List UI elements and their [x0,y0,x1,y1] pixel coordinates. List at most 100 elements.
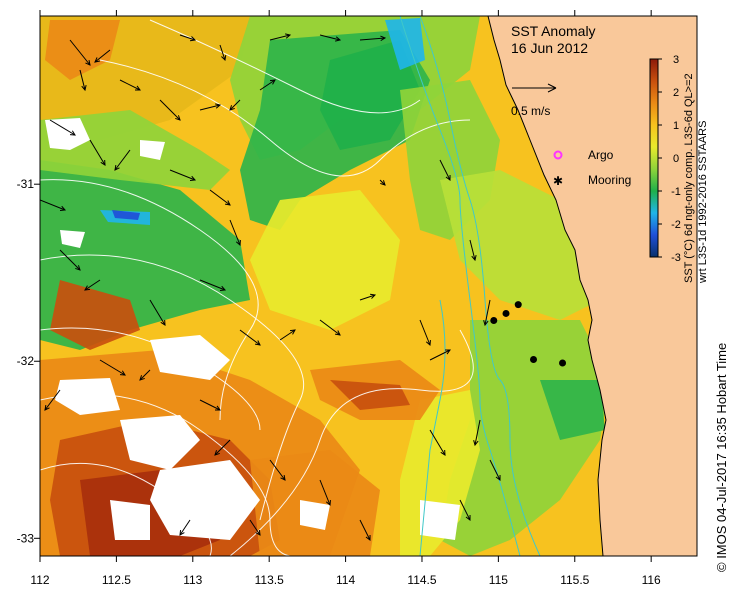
current-vector [199,103,222,111]
sst-contour-line [229,329,474,556]
colorbar-label-line2: wrt L3S-1d 1992-2016 SSTAARS [697,121,709,284]
current-vector [119,79,141,91]
y-axis-ticks: -31 -32 -33 [17,177,40,545]
current-vector [249,519,261,536]
argo-symbol [553,150,563,160]
no-data-gap [55,378,120,415]
no-data-gap [140,140,165,160]
current-vector [89,139,106,166]
mooring-label: Mooring [588,173,631,187]
velocity-scale-label: 0.5 m/s [511,104,550,118]
mooring-marker [514,301,522,309]
sst-region [250,190,400,330]
current-vector [459,499,471,521]
colorbar-tick-label: 1 [673,120,679,132]
sst-region [385,18,425,70]
current-vector [239,329,261,346]
no-data-gap [300,500,330,530]
cloud-gaps [45,118,460,540]
colorbar-gradient [649,58,659,258]
current-vector [359,35,387,42]
current-vector [169,169,197,181]
argo-label: Argo [588,148,614,162]
x-tick-label: 115 [489,573,508,587]
current-vector [429,349,451,361]
sst-contour-line [40,254,305,521]
mooring-markers [490,301,567,367]
isobath-line [419,16,541,556]
colorbar-tick-label: -3 [671,252,681,264]
marker-legend: Argo ✱ Mooring [553,148,631,188]
x-tick-label: 112.5 [102,573,131,587]
current-vector [429,429,446,456]
x-axis-ticks: 112 112.5 113 113.5 114 114.5 115 115.5 116 [30,10,661,587]
current-vector [259,79,276,91]
current-vector [214,439,231,456]
x-tick-label: 112 [30,573,49,587]
current-vector [59,249,81,271]
x-tick-label: 113 [183,573,202,587]
mooring-symbol: ✱ [553,174,563,188]
x-tick-label: 115.5 [560,573,589,587]
isobath-lines [399,16,541,556]
y-tick-label: -31 [17,177,35,191]
no-data-gap [150,460,260,540]
colorbar-tick-label: -1 [671,186,681,198]
sst-anomaly-field [40,16,697,556]
current-vector [279,329,296,341]
current-vector [229,99,241,111]
sst-region [45,20,120,80]
current-vector [199,279,227,291]
current-vector [489,459,501,481]
current-vector [319,319,341,336]
sst-region [440,320,610,556]
x-tick-label: 114.5 [407,573,436,587]
y-tick-label: -33 [17,531,35,545]
sst-contour-line [40,179,259,421]
current-vector [439,159,451,181]
current-vector [229,219,241,247]
current-vector [199,399,221,411]
mooring-marker [502,309,510,317]
colorbar: 3 2 1 0 -1 -2 -3 SST (°C) 6d ngt-only comp. L3… [649,54,709,284]
current-vector [94,49,111,63]
current-vectors [40,33,501,541]
sst-contour-line [40,327,261,431]
current-vector [469,239,477,262]
current-vector [269,33,292,41]
x-tick-label: 116 [642,573,661,587]
current-vector [319,34,342,42]
sst-region [40,110,230,190]
current-vector [159,99,181,121]
current-vector [179,519,191,536]
no-data-gap [120,415,200,470]
no-data-gap [420,500,460,540]
current-vector [49,119,76,136]
land-mass [487,16,697,556]
isobath-line [399,16,521,556]
current-vector [84,279,101,291]
y-tick-label: -32 [17,354,35,368]
colorbar-label-line1: SST (°C) 6d ngt-only comp. L3S-6d QL>=2 [683,73,695,283]
sst-region [330,380,410,410]
current-vector [219,44,227,62]
no-data-gap [60,230,85,248]
current-vector [379,179,386,186]
sst-contour-line [99,59,471,177]
sst-region [540,380,605,440]
no-data-gap [150,335,230,380]
plot-area [40,16,697,556]
colorbar-tick-label: 0 [673,153,679,165]
no-data-gap [110,500,150,540]
current-vector [269,459,286,481]
sst-contour-line [40,462,212,556]
velocity-scale: 0.5 m/s [511,83,557,118]
x-tick-label: 113.5 [255,573,284,587]
map-title: SST Anomaly [511,23,596,39]
current-vector [419,319,431,347]
current-vector [473,419,481,447]
sst-region [112,210,140,220]
colorbar-tick-label: 3 [673,54,679,66]
sst-region [320,40,420,150]
